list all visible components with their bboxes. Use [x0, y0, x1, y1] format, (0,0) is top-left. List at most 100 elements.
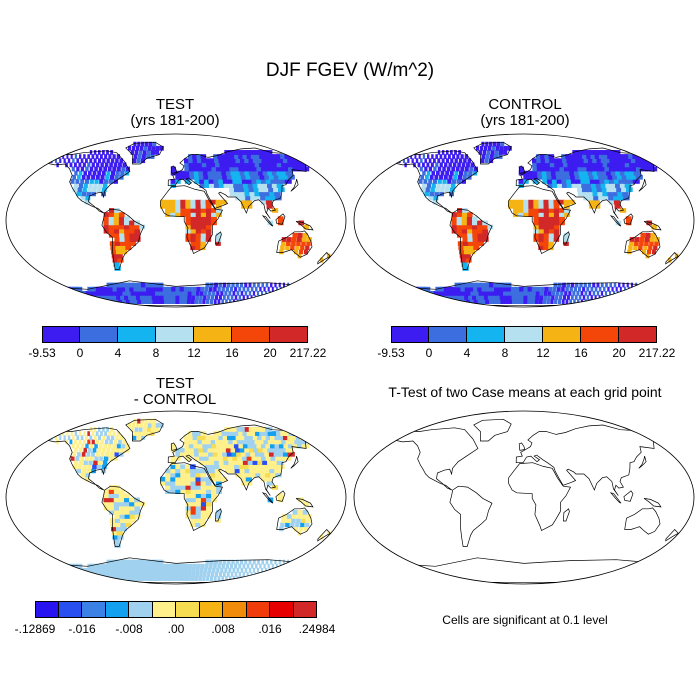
grid-cell [214, 468, 221, 474]
grid-cell [73, 460, 79, 465]
grid-cell [393, 286, 402, 292]
grid-cell [130, 567, 137, 573]
grid-cell [481, 141, 485, 147]
grid-cell [120, 170, 125, 176]
grid-cell [642, 162, 651, 168]
grid-cell [147, 145, 152, 151]
grid-cell [297, 232, 303, 238]
grid-cell [205, 282, 210, 288]
grid-cell [576, 162, 583, 168]
grid-cell [441, 150, 445, 155]
coastline [623, 490, 634, 502]
grid-cell [223, 162, 231, 168]
grid-cell [134, 237, 141, 242]
grid-cell [485, 154, 490, 159]
grid-cell [185, 232, 192, 238]
grid-cell [81, 451, 86, 457]
grid-cell [513, 203, 519, 209]
grid-cell [165, 485, 171, 490]
grid-cell [238, 187, 246, 193]
grid-cell [603, 286, 606, 292]
grid-cell [251, 166, 259, 172]
grid-cell [628, 245, 633, 251]
grid-cell [491, 295, 498, 300]
grid-cell [401, 154, 404, 159]
grid-cell [143, 422, 148, 428]
grid-cell [190, 468, 196, 474]
grid-cell [209, 576, 213, 581]
grid-cell [523, 212, 529, 217]
grid-cell [249, 191, 256, 197]
grid-cell [575, 282, 579, 288]
grid-cell [105, 451, 110, 457]
grid-cell [613, 199, 621, 205]
grid-cell [464, 166, 469, 172]
grid-cell [457, 208, 463, 213]
grid-cell [454, 290, 461, 296]
grid-cell [268, 451, 276, 457]
grid-cell [195, 295, 200, 300]
grid-cell [473, 299, 480, 304]
grid-cell [253, 170, 261, 176]
grid-cell [185, 224, 192, 230]
grid-cell [215, 237, 222, 242]
grid-cell [259, 162, 267, 168]
grid-cell [94, 443, 98, 449]
grid-cell [641, 299, 643, 304]
grid-cell [397, 290, 406, 296]
grid-cell [175, 286, 181, 292]
grid-cell [515, 290, 521, 296]
grid-cell [135, 572, 142, 577]
grid-cell [503, 145, 508, 151]
grid-cell [301, 563, 303, 569]
grid-cell [134, 514, 141, 519]
grid-cell [576, 183, 583, 188]
grid-cell [103, 228, 110, 234]
grid-cell [130, 150, 135, 155]
grid-cell [243, 187, 251, 193]
grid-cell [261, 427, 269, 432]
grid-cell [158, 563, 164, 569]
grid-cell [613, 282, 617, 288]
grid-cell [232, 439, 240, 445]
grid-cell [615, 286, 618, 292]
grid-cell [78, 170, 83, 176]
grid-cell [68, 572, 77, 577]
grid-cell [262, 572, 265, 577]
grid-cell [103, 224, 110, 230]
grid-cell [563, 203, 570, 209]
grid-cell [240, 174, 248, 180]
grid-cell [97, 290, 105, 296]
grid-cell [200, 505, 207, 511]
grid-cell [213, 179, 220, 184]
grid-cell [115, 249, 123, 255]
grid-cell [91, 191, 96, 197]
grid-cell [216, 485, 222, 490]
grid-cell [113, 162, 118, 168]
grid-cell [160, 576, 166, 581]
grid-cell [443, 174, 448, 180]
grid-cell [184, 439, 190, 445]
grid-cell [167, 299, 173, 304]
grid-cell [599, 166, 607, 172]
grid-cell [185, 480, 192, 486]
grid-cell [519, 295, 525, 300]
grid-cell [519, 290, 525, 296]
grid-cell [617, 290, 619, 296]
colorbar-diff-swatch [270, 601, 294, 618]
grid-cell [458, 245, 465, 251]
grid-cell [594, 179, 602, 184]
grid-cell [457, 174, 463, 180]
grid-cell [115, 526, 123, 532]
grid-cell [167, 572, 173, 577]
grid-cell [53, 563, 62, 569]
grid-cell [437, 179, 442, 184]
grid-cell [642, 295, 643, 300]
grid-cell [626, 299, 628, 304]
grid-cell [271, 447, 279, 453]
grid-cell [258, 447, 265, 453]
grid-cell [218, 183, 225, 188]
grid-cell [108, 286, 115, 292]
grid-cell [456, 216, 463, 222]
grid-cell [477, 237, 484, 242]
